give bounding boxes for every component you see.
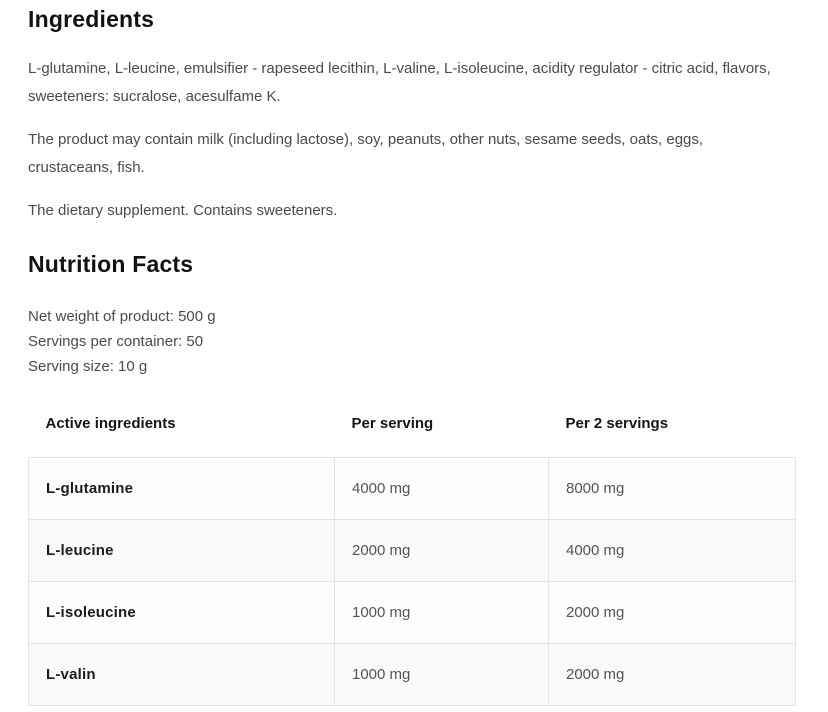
- nutrition-table-header: Active ingredients Per serving Per 2 ser…: [28, 415, 796, 458]
- nutrition-facts-heading: Nutrition Facts: [28, 251, 194, 277]
- table-row: L-glutamine 4000 mg 8000 mg: [28, 457, 796, 520]
- nutrition-facts-section: Nutrition Facts Net weight of product: 5…: [28, 251, 797, 706]
- allergen-warning-paragraph: The product may contain milk (including …: [28, 131, 704, 176]
- net-weight-line: Net weight of product: 500 g: [28, 308, 216, 325]
- column-header-per-2-servings: Per 2 servings: [548, 415, 796, 458]
- nutrition-table: Active ingredients Per serving Per 2 ser…: [28, 415, 796, 706]
- table-row: L-isoleucine 1000 mg 2000 mg: [28, 581, 796, 644]
- ingredient-name-cell: L-glutamine: [28, 457, 335, 520]
- serving-size-line: Serving size: 10 g: [28, 358, 148, 375]
- table-row: L-valin 1000 mg 2000 mg: [28, 643, 796, 706]
- ingredient-name-cell: L-leucine: [28, 519, 335, 582]
- per-2-servings-cell: 2000 mg: [548, 581, 796, 644]
- per-2-servings-cell: 2000 mg: [548, 643, 796, 706]
- serving-details: Net weight of product: 500 g Servings pe…: [28, 304, 797, 379]
- ingredient-name-cell: L-valin: [28, 643, 335, 706]
- ingredients-heading: Ingredients: [28, 6, 155, 32]
- column-header-per-serving: Per serving: [334, 415, 549, 458]
- servings-per-container-line: Servings per container: 50: [28, 333, 204, 350]
- per-serving-cell: 1000 mg: [334, 643, 549, 706]
- per-serving-cell: 1000 mg: [334, 581, 549, 644]
- per-2-servings-cell: 8000 mg: [548, 457, 796, 520]
- supplement-note-paragraph: The dietary supplement. Contains sweeten…: [28, 202, 338, 219]
- per-2-servings-cell: 4000 mg: [548, 519, 796, 582]
- per-serving-cell: 4000 mg: [334, 457, 549, 520]
- ingredients-section: Ingredients L-glutamine, L-leucine, emul…: [28, 6, 797, 225]
- ingredient-name-cell: L-isoleucine: [28, 581, 335, 644]
- table-row: L-leucine 2000 mg 4000 mg: [28, 519, 796, 582]
- per-serving-cell: 2000 mg: [334, 519, 549, 582]
- ingredients-list-paragraph: L-glutamine, L-leucine, emulsifier - rap…: [28, 60, 771, 105]
- column-header-active-ingredients: Active ingredients: [28, 415, 335, 458]
